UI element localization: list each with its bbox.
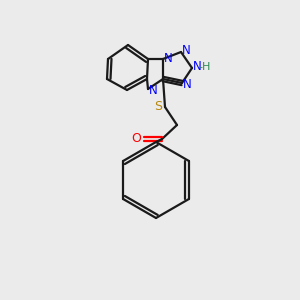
Text: O: O: [131, 133, 141, 146]
Text: N: N: [193, 61, 201, 74]
Text: S: S: [154, 100, 162, 113]
Text: N: N: [164, 52, 172, 64]
Text: N: N: [148, 83, 158, 97]
Text: N: N: [182, 44, 190, 56]
Text: -H: -H: [199, 62, 211, 72]
Text: N: N: [183, 77, 191, 91]
